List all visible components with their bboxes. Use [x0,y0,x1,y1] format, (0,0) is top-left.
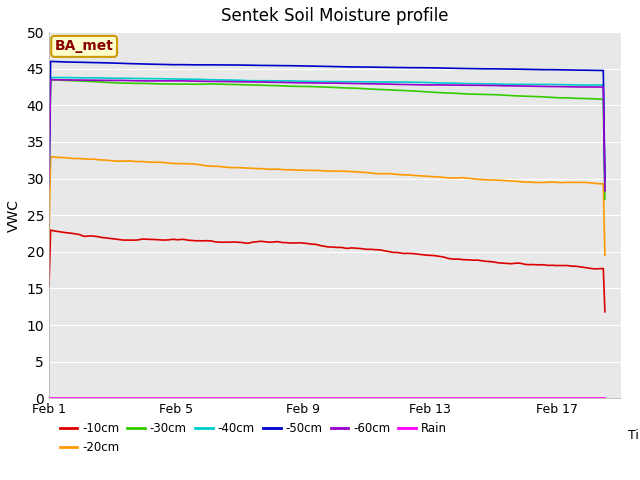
-30cm [601,196,609,202]
-20cm [47,154,54,159]
-20cm [601,252,609,258]
Line: -10cm: -10cm [49,230,605,312]
-40cm [531,82,538,87]
-20cm [531,180,538,185]
-50cm [502,66,510,72]
-20cm [502,178,510,183]
-60cm [502,83,510,89]
-60cm [492,83,499,88]
Text: Time: Time [628,429,640,442]
-40cm [383,79,390,85]
-40cm [492,81,499,87]
-30cm [45,183,53,189]
-50cm [492,66,499,72]
-20cm [127,158,135,164]
Legend: -10cm, -20cm, -30cm, -40cm, -50cm, -60cm, Rain: -10cm, -20cm, -30cm, -40cm, -50cm, -60cm… [55,417,452,458]
-30cm [383,87,390,93]
-30cm [502,93,510,98]
-50cm [47,59,54,64]
-10cm [601,309,609,315]
-50cm [45,171,53,177]
Line: -30cm: -30cm [49,80,605,199]
Rain [45,395,53,401]
-20cm [492,177,499,183]
Line: -40cm: -40cm [49,77,605,190]
-50cm [383,64,390,70]
-10cm [502,261,510,266]
-60cm [127,78,135,84]
-50cm [147,61,154,67]
-30cm [47,77,54,83]
-60cm [47,77,54,83]
Text: BA_met: BA_met [54,39,113,53]
-30cm [492,92,499,97]
-20cm [147,159,154,165]
-50cm [127,61,135,67]
-10cm [531,262,538,267]
Rain [125,395,133,401]
-60cm [383,81,390,87]
-40cm [127,75,135,81]
-40cm [502,82,510,87]
-10cm [383,249,390,254]
-60cm [147,78,154,84]
Rain [529,395,536,401]
-60cm [601,188,609,194]
-40cm [45,181,53,187]
Y-axis label: VWC: VWC [7,199,21,232]
Line: -60cm: -60cm [49,80,605,191]
-40cm [147,76,154,82]
Rain [501,395,509,401]
-60cm [45,183,53,189]
Line: -50cm: -50cm [49,61,605,180]
-30cm [531,94,538,99]
-10cm [492,259,499,265]
Rain [601,395,609,401]
-20cm [45,234,53,240]
-40cm [47,74,54,80]
-10cm [127,237,135,243]
-50cm [601,177,609,183]
-10cm [147,237,154,242]
-40cm [601,187,609,192]
-10cm [45,283,53,289]
-10cm [47,228,54,233]
Line: -20cm: -20cm [49,156,605,255]
Rain [381,395,389,401]
Title: Sentek Soil Moisture profile: Sentek Soil Moisture profile [221,7,449,25]
Rain [490,395,497,401]
Rain [145,395,153,401]
-50cm [531,67,538,72]
-30cm [127,81,135,86]
-20cm [383,171,390,177]
-60cm [531,84,538,89]
-30cm [147,81,154,86]
